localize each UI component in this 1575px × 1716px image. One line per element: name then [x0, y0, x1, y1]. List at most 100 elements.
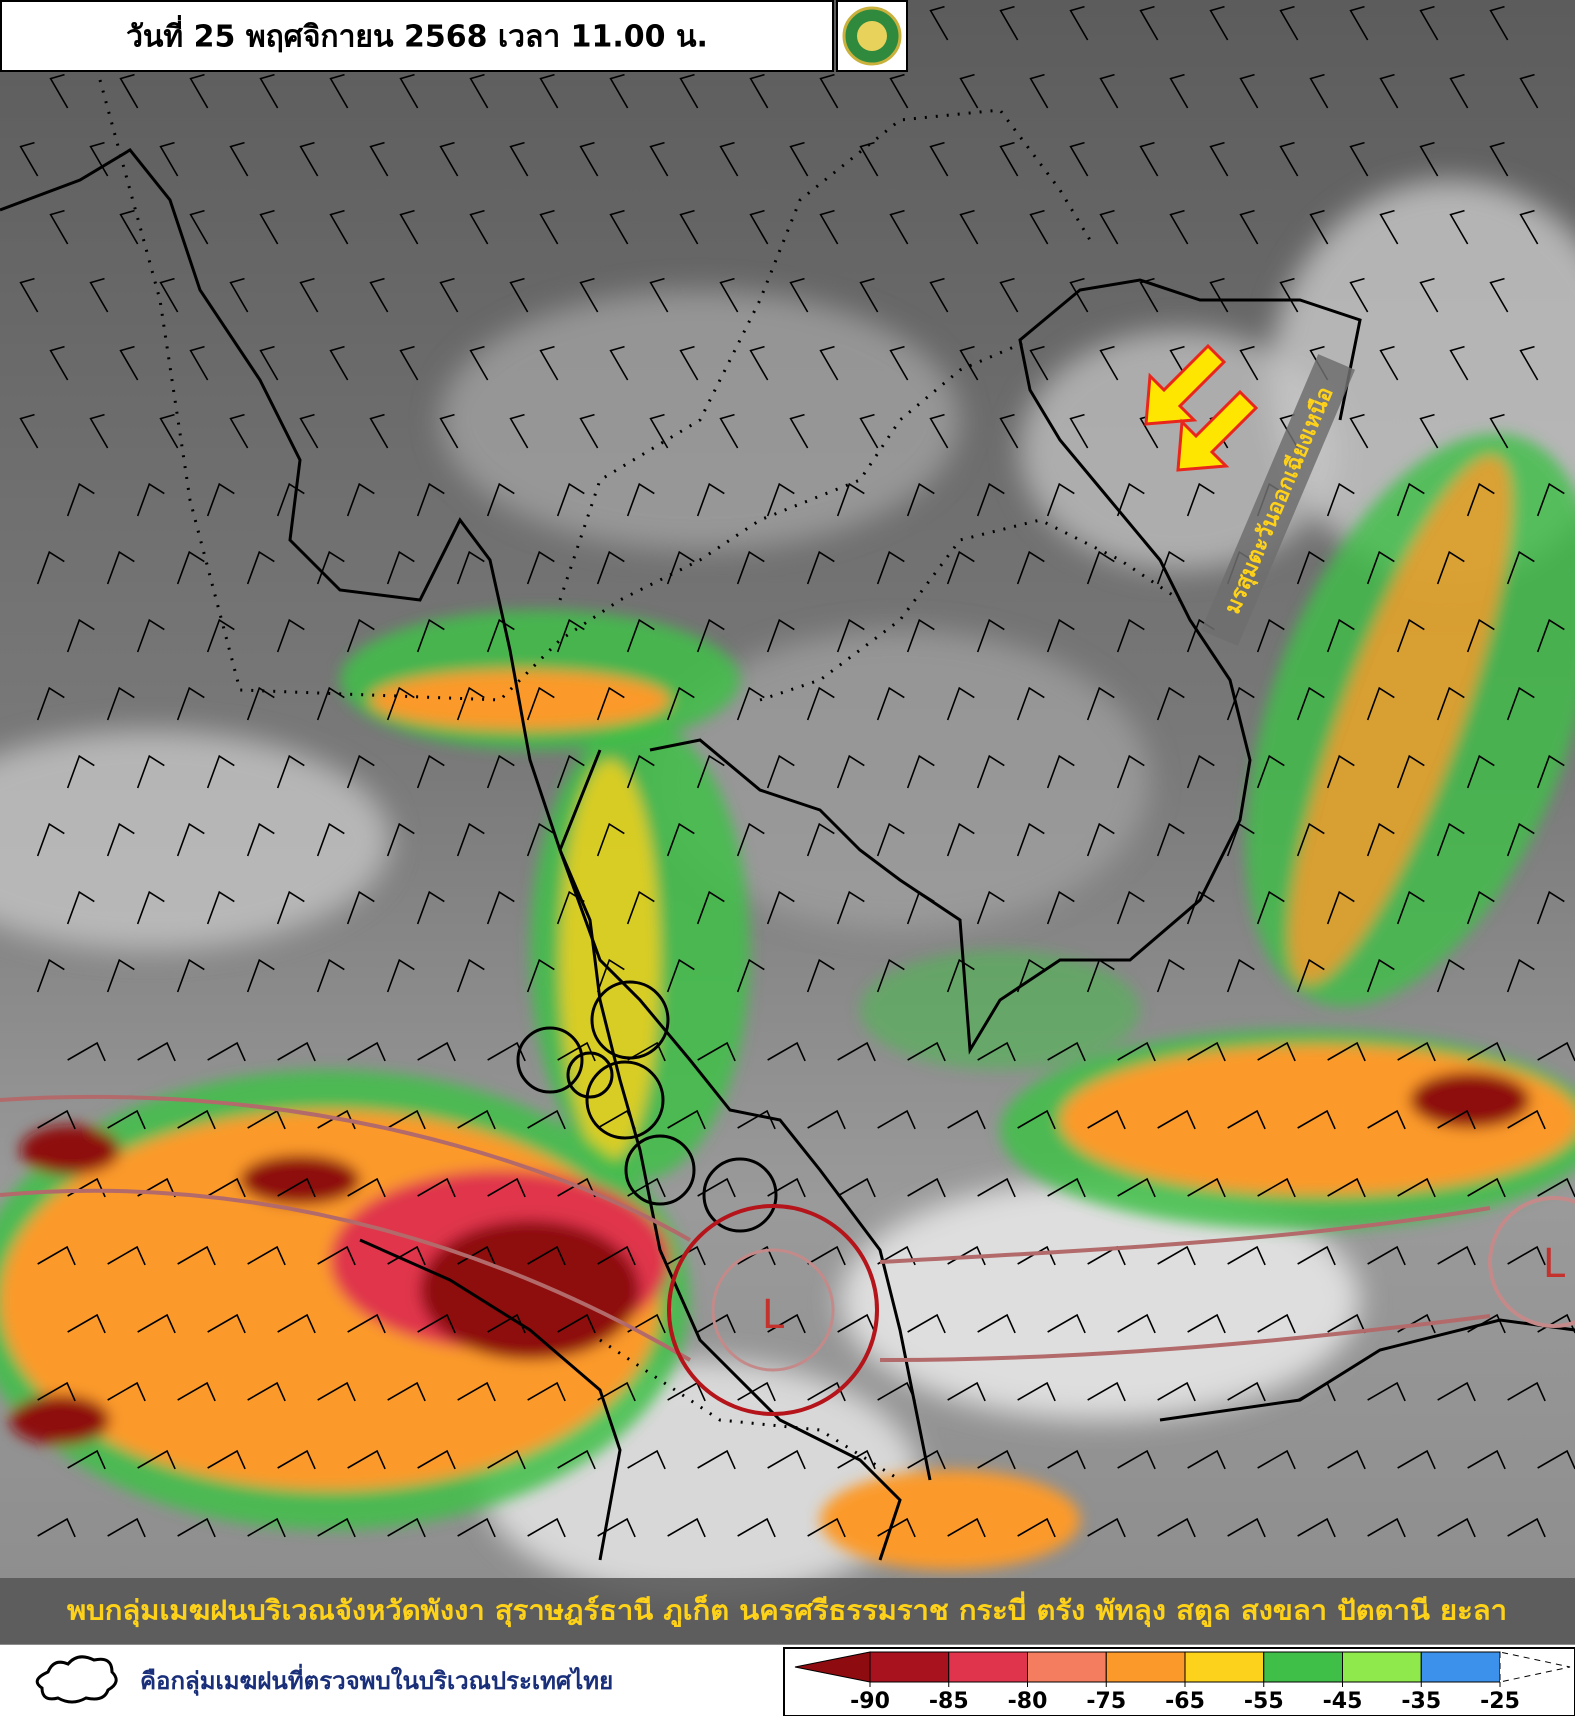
wind-barb — [176, 550, 205, 585]
wind-barb — [36, 686, 65, 721]
wind-barb — [457, 1109, 496, 1130]
wind-barb — [837, 1449, 876, 1470]
wind-barb — [1436, 822, 1465, 857]
wind-barb — [749, 73, 769, 109]
wind-barb — [609, 345, 629, 381]
wind-barb — [89, 413, 109, 449]
wind-barb — [486, 890, 515, 925]
wind-barb — [807, 1381, 846, 1402]
wind-barb — [649, 413, 669, 449]
wind-barb — [486, 482, 515, 517]
wind-barb — [1047, 1449, 1086, 1470]
wind-barb — [1349, 141, 1369, 177]
wind-barb — [19, 141, 39, 177]
wind-barb — [1437, 1517, 1476, 1538]
wind-barb — [907, 1449, 946, 1470]
wind-barb — [977, 1041, 1016, 1062]
wind-barb — [177, 1109, 216, 1130]
wind-barb — [346, 482, 375, 517]
colorbar-label: -85 — [929, 1689, 969, 1714]
wind-barb — [736, 686, 765, 721]
wind-barb — [1156, 550, 1185, 585]
wind-barb — [907, 1313, 946, 1334]
wind-barb — [719, 141, 739, 177]
wind-barb — [67, 1041, 106, 1062]
wind-barb — [806, 958, 835, 993]
wind-barb — [386, 822, 415, 857]
wind-barb — [1239, 209, 1259, 245]
wind-barb — [1367, 1517, 1406, 1538]
wind-barb — [246, 958, 275, 993]
wind-barb — [1227, 1517, 1266, 1538]
wind-barb — [1226, 958, 1255, 993]
wind-barb — [317, 1245, 356, 1266]
title-box — [0, 0, 834, 72]
wind-barb — [907, 1177, 946, 1198]
wind-barb — [837, 1041, 876, 1062]
wind-barb — [1397, 1041, 1436, 1062]
wind-barb — [1086, 822, 1115, 857]
wind-barb — [1519, 73, 1539, 109]
wind-barb — [369, 141, 389, 177]
wind-barb — [1047, 1313, 1086, 1334]
wind-barb — [906, 754, 935, 789]
wind-barb — [1467, 1313, 1506, 1334]
wind-barb — [766, 754, 795, 789]
wind-barb — [229, 141, 249, 177]
wind-barb — [819, 73, 839, 109]
banner-bg — [0, 1578, 1575, 1644]
wind-barb — [859, 141, 879, 177]
wind-barb — [947, 1517, 986, 1538]
wind-barb — [247, 1381, 286, 1402]
wind-barb — [456, 686, 485, 721]
wind-barb — [1139, 141, 1159, 177]
wind-barb — [247, 1245, 286, 1266]
wind-barb — [1489, 277, 1509, 313]
wind-barb — [1016, 958, 1045, 993]
wind-barb — [627, 1313, 666, 1334]
wind-barb — [386, 686, 415, 721]
colorbar-cell — [1263, 1651, 1343, 1683]
wind-barb — [819, 209, 839, 245]
wind-barb — [1467, 1041, 1506, 1062]
low-pressure-circle — [667, 1204, 879, 1416]
wind-barb — [119, 345, 139, 381]
wind-barb — [1436, 686, 1465, 721]
wind-barb — [859, 277, 879, 313]
colorbar-label: -75 — [1086, 1689, 1126, 1714]
wind-barb — [836, 618, 865, 653]
wind-barb — [277, 1313, 316, 1334]
wind-barb — [1047, 1041, 1086, 1062]
wind-barb — [736, 958, 765, 993]
wind-barb — [259, 73, 279, 109]
wind-barb — [596, 686, 625, 721]
wind-barb — [106, 822, 135, 857]
wind-barb — [1017, 1381, 1056, 1402]
wind-barb — [107, 1517, 146, 1538]
cloud-note: คือกลุ่มเมฆฝนที่ตรวจพบในบริเวณประเทศไทย — [140, 1663, 613, 1697]
wind-barb — [277, 1041, 316, 1062]
wind-barb — [1069, 277, 1089, 313]
wind-barb — [696, 754, 725, 789]
wind-barb — [1099, 73, 1119, 109]
wind-barb — [206, 618, 235, 653]
wind-barb — [1397, 1449, 1436, 1470]
wind-barb — [1396, 754, 1425, 789]
wind-barb — [416, 890, 445, 925]
wind-barb — [539, 345, 559, 381]
wind-barb — [876, 958, 905, 993]
wind-barb — [416, 618, 445, 653]
wind-barb — [737, 1245, 776, 1266]
wind-barb — [1086, 550, 1115, 585]
wind-barb — [767, 1449, 806, 1470]
colorbar-cell — [1184, 1651, 1265, 1683]
wind-barb — [1297, 1245, 1336, 1266]
wind-barb — [316, 686, 345, 721]
wind-barb — [1537, 1449, 1575, 1470]
rain-cloud-clusters — [516, 980, 778, 1233]
wind-barb — [1309, 73, 1329, 109]
wind-barb — [877, 1109, 916, 1130]
wind-barb — [487, 1449, 526, 1470]
wind-barb — [277, 1449, 316, 1470]
wind-barb — [1116, 754, 1145, 789]
